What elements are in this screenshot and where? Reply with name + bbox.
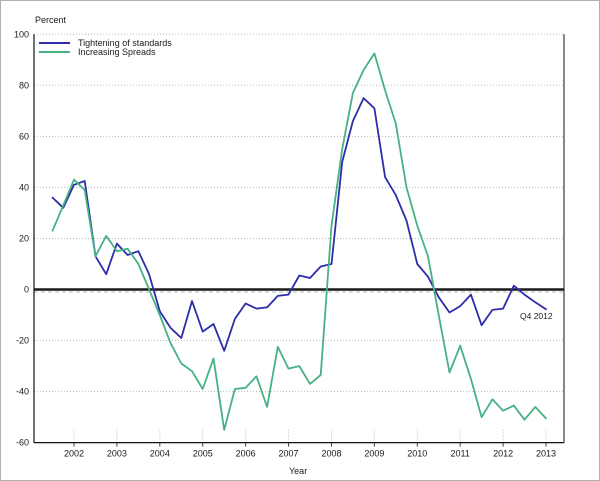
y-tick-label-20: 20 [19, 233, 29, 243]
y-tick-label--20: -20 [16, 336, 29, 346]
legend-line-swatch-tightening [39, 41, 70, 44]
series-line-increasing-spreads [51, 52, 547, 431]
x-tick-label-2011: 2011 [451, 449, 470, 459]
y-axis-unit-label: Percent [35, 15, 67, 25]
x-axis-title: Year [289, 466, 308, 476]
x-tick-label-2007: 2007 [279, 449, 299, 459]
legend-item-spreads: Increasing Spreads [39, 47, 172, 58]
legend-item-tightening: Tightening of standards [39, 38, 172, 48]
x-tick-label-2013: 2013 [536, 449, 556, 459]
legend-line-swatch-spreads [39, 51, 70, 54]
x-tick-label-2002: 2002 [64, 449, 84, 459]
y-tick-label--40: -40 [16, 387, 29, 397]
x-tick-label-2005: 2005 [193, 449, 213, 459]
x-tick-label-2009: 2009 [364, 449, 384, 459]
y-tick-label-80: 80 [19, 80, 29, 90]
legend-label-spreads: Increasing Spreads [78, 47, 156, 58]
series-line-tightening-of-standards [51, 97, 547, 352]
x-tick-label-2010: 2010 [407, 449, 427, 459]
last-point-annotation: Q4 2012 [520, 311, 553, 321]
x-tick-label-2003: 2003 [107, 449, 127, 459]
y-tick-label-60: 60 [19, 131, 29, 141]
y-tick-label-0: 0 [24, 285, 29, 295]
x-tick-label-2004: 2004 [150, 449, 170, 459]
legend: Tightening of standards Increasing Sprea… [39, 38, 172, 57]
legend-label-tightening: Tightening of standards [78, 37, 172, 48]
x-tick-label-2008: 2008 [321, 449, 341, 459]
y-tick-label-100: 100 [14, 29, 29, 39]
x-tick-label-2006: 2006 [236, 449, 256, 459]
x-tick-label-2012: 2012 [493, 449, 513, 459]
y-tick-label-40: 40 [19, 182, 29, 192]
y-tick-label--60: -60 [16, 438, 29, 448]
